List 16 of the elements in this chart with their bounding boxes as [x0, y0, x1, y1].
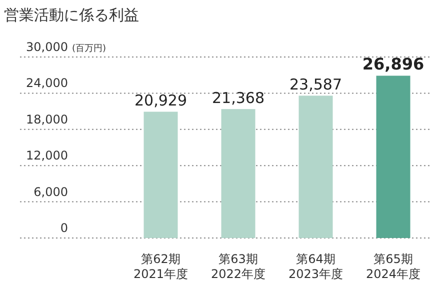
y-tick-label: 18,000: [26, 112, 68, 126]
x-tick-label: 第62期 2021年度: [133, 252, 188, 281]
data-label: 23,587: [290, 76, 342, 94]
x-tick-label: 第63期 2022年度: [210, 252, 266, 281]
y-tick-label: 0: [60, 221, 68, 235]
y-axis-title: (百万円): [72, 44, 106, 54]
data-label: 21,368: [212, 89, 264, 108]
data-label: 26,896: [362, 54, 424, 74]
x-tick-label: 第65期 2024年度: [366, 252, 421, 281]
x-tick-label: 第64期 2023年度: [288, 252, 344, 281]
chart-title: 営業活動に係る利益: [4, 6, 139, 24]
y-tick-label: 24,000: [26, 76, 68, 90]
data-label: 20,929: [134, 92, 187, 110]
y-tick-label: 30,000: [26, 40, 68, 54]
y-tick-label: 6,000: [34, 184, 68, 199]
y-tick-label: 12,000: [26, 148, 68, 163]
